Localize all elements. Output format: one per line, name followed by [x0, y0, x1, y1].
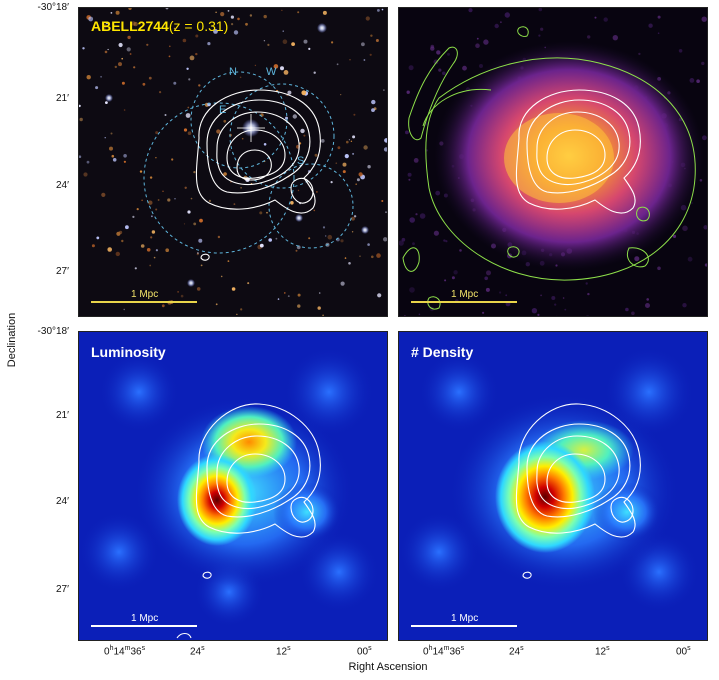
xray-contours-white [515, 89, 641, 214]
xray-contours [176, 403, 321, 639]
background-sources [79, 8, 387, 316]
cluster-title: ABELL2744(z = 0.31) [91, 18, 228, 34]
ra-tick-label: 00s [676, 645, 691, 658]
scalebar-label: 1 Mpc [451, 613, 479, 624]
scalebar-label: 1 Mpc [451, 289, 479, 300]
density-map-panel: # Density 1 Mpc [398, 331, 708, 641]
ra-tick-label: 24s [190, 645, 205, 658]
luminosity-peak-south [177, 454, 257, 546]
optical-field-svg [79, 8, 387, 316]
dec-tick-label: 24′ [56, 496, 69, 507]
xray-image-panel: 1 Mpc [398, 7, 708, 317]
region-label-w: W [266, 66, 277, 78]
dec-tick-label: 21′ [56, 410, 69, 421]
region-label-n: N [229, 66, 237, 78]
region-label-e: E [219, 104, 227, 116]
redshift-label: (z = 0.31) [168, 18, 229, 34]
dec-tick-label: 21′ [56, 93, 69, 104]
dec-tick-label: -30°18′ [37, 2, 69, 13]
scalebar-line [411, 625, 517, 627]
y-axis-label: Declination [6, 312, 18, 368]
scalebar-label: 1 Mpc [131, 289, 159, 300]
luminosity-map-svg [79, 347, 379, 639]
dec-tick-label: 24′ [56, 180, 69, 191]
density-peak [495, 441, 595, 553]
luminosity-map-panel: Luminosity 1 Mpc [78, 331, 388, 641]
x-axis-label: Right Ascension [348, 661, 428, 673]
dec-tick-label: 27′ [56, 584, 69, 595]
bright-star [105, 23, 369, 287]
ra-tick-label: 12s [276, 645, 291, 658]
scalebar-label: 1 Mpc [131, 613, 159, 624]
scalebar-line [411, 301, 517, 303]
region-circles [143, 71, 354, 254]
density-title: # Density [411, 344, 474, 360]
luminosity-title: Luminosity [91, 344, 166, 360]
ra-tick-label: 00s [357, 645, 372, 658]
optical-image-panel: ABELL2744(z = 0.31) N W E S 1 Mpc [78, 7, 388, 317]
ra-tick-label: 0h14m36s [423, 645, 465, 658]
radio-contours [402, 26, 696, 310]
ra-tick-label: 12s [595, 645, 610, 658]
region-label-s: S [297, 155, 305, 167]
xray-map-svg [399, 8, 707, 316]
scalebar-line [91, 625, 197, 627]
xray-contours [515, 403, 641, 579]
xray-core [504, 113, 614, 203]
density-map-svg [399, 347, 699, 612]
dec-tick-label: -30°18′ [37, 326, 69, 337]
scalebar-line [91, 301, 197, 303]
xray-contours [195, 89, 321, 261]
ra-tick-label: 24s [509, 645, 524, 658]
ra-tick-label: 0h14m36s [104, 645, 146, 658]
cluster-name: ABELL2744 [91, 18, 169, 34]
dec-tick-label: 27′ [56, 266, 69, 277]
